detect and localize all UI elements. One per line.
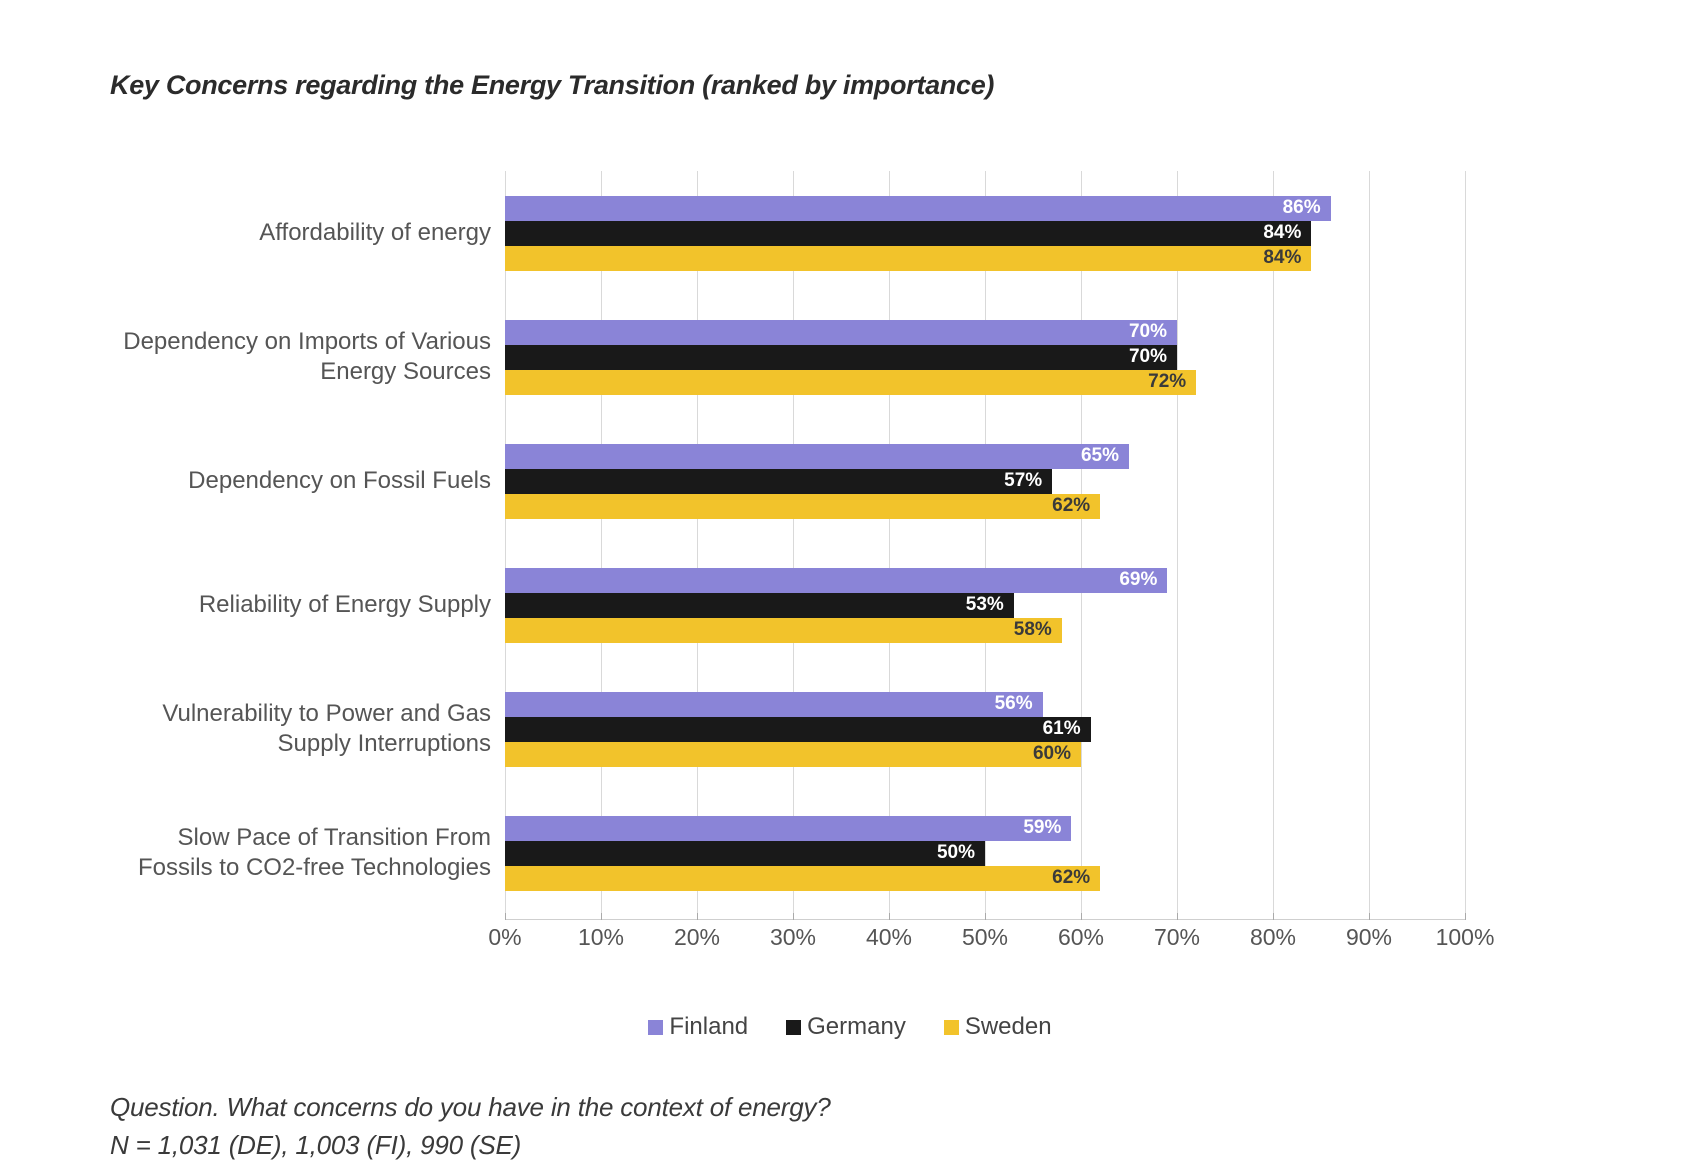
- bar: 53%: [505, 593, 1014, 618]
- bar: 84%: [505, 246, 1311, 271]
- bar-value-label: 72%: [1148, 370, 1186, 395]
- bar-group: 59% 50% 62%: [505, 791, 1465, 915]
- bar-value-label: 65%: [1081, 444, 1119, 469]
- bar-value-label: 62%: [1052, 866, 1090, 891]
- legend: Finland Germany Sweden: [110, 1013, 1590, 1041]
- bar: 70%: [505, 345, 1177, 370]
- legend-label: Germany: [807, 1013, 906, 1041]
- x-tick-label: 30%: [770, 924, 816, 951]
- x-tick-mark: [1465, 913, 1466, 920]
- bar-value-label: 84%: [1263, 221, 1301, 246]
- category-label: Dependency on Fossil Fuels: [110, 419, 505, 543]
- bar-value-label: 86%: [1283, 196, 1321, 221]
- footnote-line2: N = 1,031 (DE), 1,003 (FI), 990 (SE): [110, 1127, 1590, 1164]
- x-tick-mark: [985, 913, 986, 920]
- bar: 60%: [505, 742, 1081, 767]
- bar-value-label: 50%: [937, 841, 975, 866]
- bar-value-label: 60%: [1033, 742, 1071, 767]
- bar: 70%: [505, 320, 1177, 345]
- legend-swatch: [648, 1020, 663, 1035]
- bar-group: 69% 53% 58%: [505, 543, 1465, 667]
- grid-line: [1465, 171, 1466, 915]
- bar-value-label: 70%: [1129, 320, 1167, 345]
- bar: 72%: [505, 370, 1196, 395]
- bar-value-label: 53%: [966, 593, 1004, 618]
- bar-value-label: 57%: [1004, 469, 1042, 494]
- x-tick-label: 40%: [866, 924, 912, 951]
- x-tick-label: 60%: [1058, 924, 1104, 951]
- footnote: Question. What concerns do you have in t…: [110, 1089, 1590, 1164]
- x-axis: 0%10%20%30%40%50%60%70%80%90%100%: [505, 919, 1465, 953]
- x-tick-mark: [601, 913, 602, 920]
- legend-label: Sweden: [965, 1013, 1052, 1041]
- x-tick-mark: [697, 913, 698, 920]
- legend-swatch: [786, 1020, 801, 1035]
- x-tick-label: 70%: [1154, 924, 1200, 951]
- bar: 62%: [505, 494, 1100, 519]
- bar-value-label: 58%: [1014, 618, 1052, 643]
- bar: 69%: [505, 568, 1167, 593]
- category-label: Dependency on Imports of Various Energy …: [110, 295, 505, 419]
- plot-area: Affordability of energyDependency on Imp…: [110, 171, 1590, 953]
- bar-value-label: 61%: [1043, 717, 1081, 742]
- bar: 58%: [505, 618, 1062, 643]
- bar: 62%: [505, 866, 1100, 891]
- category-label: Affordability of energy: [110, 171, 505, 295]
- bar-value-label: 84%: [1263, 246, 1301, 271]
- footnote-line1: Question. What concerns do you have in t…: [110, 1089, 1590, 1127]
- x-tick-label: 90%: [1346, 924, 1392, 951]
- bar: 84%: [505, 221, 1311, 246]
- x-tick-mark: [889, 913, 890, 920]
- x-tick-mark: [793, 913, 794, 920]
- x-tick-label: 20%: [674, 924, 720, 951]
- bar-group: 56% 61%60%: [505, 667, 1465, 791]
- bar: 86%: [505, 196, 1331, 221]
- x-tick-label: 100%: [1436, 924, 1495, 951]
- x-tick-label: 50%: [962, 924, 1008, 951]
- x-tick-label: 80%: [1250, 924, 1296, 951]
- x-tick-mark: [1369, 913, 1370, 920]
- bar-value-label: 59%: [1023, 816, 1061, 841]
- bar-value-label: 56%: [995, 692, 1033, 717]
- category-label: Reliability of Energy Supply: [110, 543, 505, 667]
- bar-rows: 86%84%84%70%70%72%65%57%62%69%53%58%56%6…: [505, 171, 1465, 915]
- legend-item: Finland: [648, 1013, 748, 1041]
- bar-group: 70%70%72%: [505, 295, 1465, 419]
- bar-group: 86%84%84%: [505, 171, 1465, 295]
- x-tick-label: 10%: [578, 924, 624, 951]
- bar-value-label: 70%: [1129, 345, 1167, 370]
- category-label: Slow Pace of Transition From Fossils to …: [110, 791, 505, 915]
- x-tick-mark: [505, 913, 506, 920]
- legend-item: Sweden: [944, 1013, 1052, 1041]
- legend-item: Germany: [786, 1013, 906, 1041]
- bar: 65%: [505, 444, 1129, 469]
- bar: 56%: [505, 692, 1043, 717]
- chart-container: Key Concerns regarding the Energy Transi…: [110, 70, 1590, 1164]
- x-tick-mark: [1081, 913, 1082, 920]
- chart-title: Key Concerns regarding the Energy Transi…: [110, 70, 1590, 101]
- legend-label: Finland: [669, 1013, 748, 1041]
- bar: 59%: [505, 816, 1071, 841]
- category-label: Vulnerability to Power and Gas Supply In…: [110, 667, 505, 791]
- x-tick-mark: [1177, 913, 1178, 920]
- bar: 50%: [505, 841, 985, 866]
- bar: 61%: [505, 717, 1091, 742]
- bar-value-label: 62%: [1052, 494, 1090, 519]
- legend-swatch: [944, 1020, 959, 1035]
- y-axis: Affordability of energyDependency on Imp…: [110, 171, 505, 953]
- x-tick-label: 0%: [488, 924, 521, 951]
- bar: 57%: [505, 469, 1052, 494]
- bar-group: 65% 57% 62%: [505, 419, 1465, 543]
- bars-area: 86%84%84%70%70%72%65%57%62%69%53%58%56%6…: [505, 171, 1465, 953]
- bar-value-label: 69%: [1119, 568, 1157, 593]
- x-tick-mark: [1273, 913, 1274, 920]
